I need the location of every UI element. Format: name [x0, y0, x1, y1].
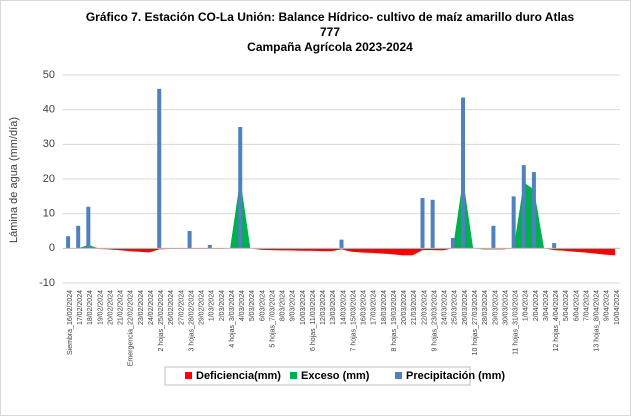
bar — [66, 236, 71, 249]
x-tick-label: 13 hojas_8/04/2024 — [594, 290, 601, 352]
x-tick-label: 11 hojas_31/03/2024 — [513, 290, 520, 355]
y-tick-label: 40 — [43, 104, 55, 116]
bar — [207, 244, 212, 249]
x-tick-label: 18/03/2024 — [381, 290, 388, 325]
y-tick-label: 10 — [43, 208, 55, 220]
bar — [339, 239, 344, 249]
bar — [86, 206, 91, 249]
y-tick-label: 30 — [43, 138, 55, 150]
bar — [531, 172, 536, 249]
y-tick-label: 50 — [43, 69, 55, 81]
x-tick-label: 27/02/2024 — [178, 290, 185, 325]
x-tick-label: 23/02/2024 — [138, 290, 145, 325]
x-tick-label: 7/04/2024 — [583, 290, 590, 321]
x-tick-label: 5/03/2024 — [249, 290, 256, 321]
area — [68, 248, 615, 256]
x-tick-label: 21/03/2024 — [411, 290, 418, 325]
x-tick-label: 16/03/2024 — [361, 290, 368, 325]
bar — [157, 88, 162, 249]
x-tick-label: 3/04/2024 — [543, 290, 550, 321]
x-tick-label: 25/03/2024 — [452, 290, 459, 325]
x-tick-label: 28/03/2024 — [482, 290, 489, 325]
x-tick-label: 19/02/2024 — [97, 290, 104, 325]
bar — [187, 231, 192, 249]
x-tick-label: 26/03/2024 — [462, 290, 469, 325]
x-tick-label: 10/03/2024 — [300, 290, 307, 325]
x-tick-label: 13/03/2024 — [330, 290, 337, 325]
x-tick-label: 17/03/2024 — [371, 290, 378, 325]
x-tick-label: 2/03/2024 — [219, 290, 226, 321]
x-tick-label: 20/02/2024 — [107, 290, 114, 325]
x-tick-label: 10/04/2024 — [614, 290, 621, 325]
x-tick-label: 2 hojas_25/02/2024 — [158, 290, 165, 352]
x-tick-label: 6/04/2024 — [573, 290, 580, 321]
x-tick-label: 24/03/2024 — [442, 290, 449, 325]
x-tick-label: 9/03/2024 — [290, 290, 297, 321]
x-tick-label: 8/03/2024 — [280, 290, 287, 321]
chart-title: 777 — [320, 25, 340, 39]
x-tick-label: Siembra_16/02/2024 — [67, 290, 74, 355]
x-tick-label: 6/03/2024 — [259, 290, 266, 321]
legend-box — [164, 366, 471, 386]
x-tick-label: 9/04/2024 — [604, 290, 611, 321]
x-tick-label: 10 hojas_27/03/2024 — [472, 290, 479, 355]
x-tick-label: 18/02/2024 — [87, 290, 94, 325]
x-tick-label: 12 hojas_4/04/2024 — [553, 290, 560, 352]
bar — [491, 225, 496, 249]
x-tick-label: 3 hojas_28/02/2024 — [188, 290, 195, 352]
legend-label: Deficiencia(mm) — [196, 370, 281, 382]
y-tick-label: -10 — [39, 277, 55, 289]
x-tick-label: 12/03/2024 — [320, 290, 327, 325]
legend-label: Exceso (mm) — [301, 370, 370, 382]
x-tick-label: 1/03/2024 — [209, 290, 216, 321]
x-tick-label: 2/04/2024 — [533, 290, 540, 321]
x-tick-label: 9 hojas_23/03/2024 — [431, 290, 438, 352]
bar — [511, 196, 516, 249]
chart-title: Campaña Agrícola 2023-2024 — [247, 40, 413, 54]
bar — [521, 165, 526, 249]
bar — [238, 127, 243, 249]
x-tick-label: 29/02/2024 — [199, 290, 206, 325]
x-tick-label: 7 hojas_15/03/2024 — [350, 290, 357, 352]
x-tick-label: 5/04/2024 — [563, 290, 570, 321]
bar — [552, 243, 557, 249]
legend-swatch — [185, 372, 192, 379]
x-tick-label: 5 hojas_7/03/2024 — [269, 290, 276, 348]
x-tick-label: 30/03/2024 — [502, 290, 509, 325]
legend-swatch — [290, 372, 297, 379]
chart-title: Gráfico 7. Estación CO-La Unión: Balance… — [86, 10, 575, 24]
y-tick-label: 20 — [43, 173, 55, 185]
x-tick-label: 14/03/2024 — [340, 290, 347, 325]
x-tick-label: 17/02/2024 — [77, 290, 84, 325]
bar — [76, 225, 81, 249]
x-tick-label: 29/03/2024 — [492, 290, 499, 325]
x-tick-label: 1/04/2024 — [523, 290, 530, 321]
bar — [430, 199, 435, 249]
bar — [450, 237, 455, 249]
x-tick-label: 21/02/2024 — [118, 290, 125, 325]
x-tick-label: 22/03/2024 — [421, 290, 428, 325]
x-tick-label: 8 hojas_19/03/2024 — [391, 290, 398, 352]
bar — [461, 97, 466, 249]
x-tick-label: 26/02/2024 — [168, 290, 175, 325]
x-tick-label: 6 hojas_11/03/2024 — [310, 290, 317, 351]
legend-swatch — [395, 372, 402, 379]
y-axis-label: Lámina de agua (mm/día) — [8, 117, 20, 243]
x-tick-label: 4/03/2024 — [239, 290, 246, 321]
y-tick-label: 0 — [49, 242, 55, 254]
x-tick-label: 4 hojas_3/03/2024 — [229, 290, 236, 348]
x-tick-label: 20/03/2024 — [401, 290, 408, 325]
x-tick-label: Emergencia_22/02/2024 — [128, 290, 135, 366]
legend-label: Precipitación (mm) — [406, 370, 505, 382]
x-tick-label: 24/02/2024 — [148, 290, 155, 325]
bar — [420, 198, 425, 249]
